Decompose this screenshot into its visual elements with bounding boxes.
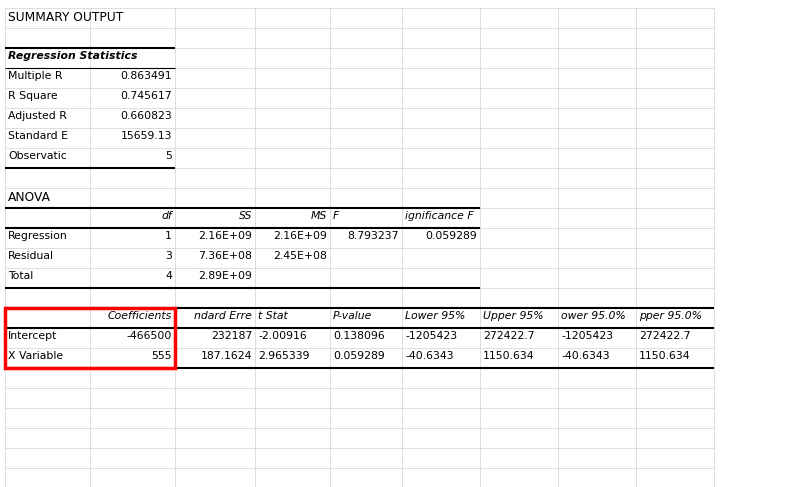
- Text: 0.745617: 0.745617: [121, 91, 172, 101]
- Text: 5: 5: [165, 151, 172, 161]
- Text: -466500: -466500: [127, 331, 172, 341]
- Text: -1205423: -1205423: [405, 331, 457, 341]
- Text: Regression Statistics: Regression Statistics: [8, 51, 137, 61]
- Text: MS: MS: [310, 211, 327, 221]
- Text: 7.36E+08: 7.36E+08: [198, 251, 252, 261]
- Text: Multiple R: Multiple R: [8, 71, 62, 81]
- Text: Intercept: Intercept: [8, 331, 58, 341]
- Text: 1150.634: 1150.634: [483, 351, 534, 361]
- Text: -40.6343: -40.6343: [561, 351, 610, 361]
- Text: ANOVA: ANOVA: [8, 191, 51, 204]
- Text: pper 95.0%: pper 95.0%: [639, 311, 702, 321]
- Text: SUMMARY OUTPUT: SUMMARY OUTPUT: [8, 11, 123, 24]
- Text: Coefficients: Coefficients: [108, 311, 172, 321]
- Text: Total: Total: [8, 271, 33, 281]
- Text: ignificance F: ignificance F: [405, 211, 474, 221]
- Text: t Stat: t Stat: [258, 311, 288, 321]
- Text: 232187: 232187: [210, 331, 252, 341]
- Text: 0.059289: 0.059289: [426, 231, 477, 241]
- Text: 0.863491: 0.863491: [121, 71, 172, 81]
- Text: 187.1624: 187.1624: [200, 351, 252, 361]
- Text: ower 95.0%: ower 95.0%: [561, 311, 626, 321]
- Text: R Square: R Square: [8, 91, 58, 101]
- Text: Residual: Residual: [8, 251, 54, 261]
- Text: 0.059289: 0.059289: [333, 351, 385, 361]
- Text: Standard E: Standard E: [8, 131, 68, 141]
- Text: 1150.634: 1150.634: [639, 351, 690, 361]
- Text: 8.793237: 8.793237: [348, 231, 399, 241]
- Text: Lower 95%: Lower 95%: [405, 311, 466, 321]
- Text: 0.660823: 0.660823: [121, 111, 172, 121]
- Text: df: df: [162, 211, 172, 221]
- Bar: [5, 308, 175, 368]
- Text: 272422.7: 272422.7: [483, 331, 534, 341]
- Text: -1205423: -1205423: [561, 331, 613, 341]
- Text: 4: 4: [165, 271, 172, 281]
- Text: 2.89E+09: 2.89E+09: [198, 271, 252, 281]
- Text: 0.138096: 0.138096: [333, 331, 385, 341]
- Text: 15659.13: 15659.13: [121, 131, 172, 141]
- Text: SS: SS: [239, 211, 252, 221]
- Text: Observatic: Observatic: [8, 151, 67, 161]
- Text: 1: 1: [165, 231, 172, 241]
- Text: P-value: P-value: [333, 311, 373, 321]
- Text: F: F: [333, 211, 340, 221]
- Text: X Variable: X Variable: [8, 351, 63, 361]
- Text: 2.965339: 2.965339: [258, 351, 310, 361]
- Text: 2.16E+09: 2.16E+09: [198, 231, 252, 241]
- Text: 555: 555: [151, 351, 172, 361]
- Text: Upper 95%: Upper 95%: [483, 311, 544, 321]
- Text: 2.45E+08: 2.45E+08: [273, 251, 327, 261]
- Text: -2.00916: -2.00916: [258, 331, 307, 341]
- Text: -40.6343: -40.6343: [405, 351, 454, 361]
- Text: 272422.7: 272422.7: [639, 331, 690, 341]
- Text: Regression: Regression: [8, 231, 68, 241]
- Text: 2.16E+09: 2.16E+09: [273, 231, 327, 241]
- Text: 3: 3: [165, 251, 172, 261]
- Text: Adjusted R: Adjusted R: [8, 111, 67, 121]
- Text: ndard Erre: ndard Erre: [194, 311, 252, 321]
